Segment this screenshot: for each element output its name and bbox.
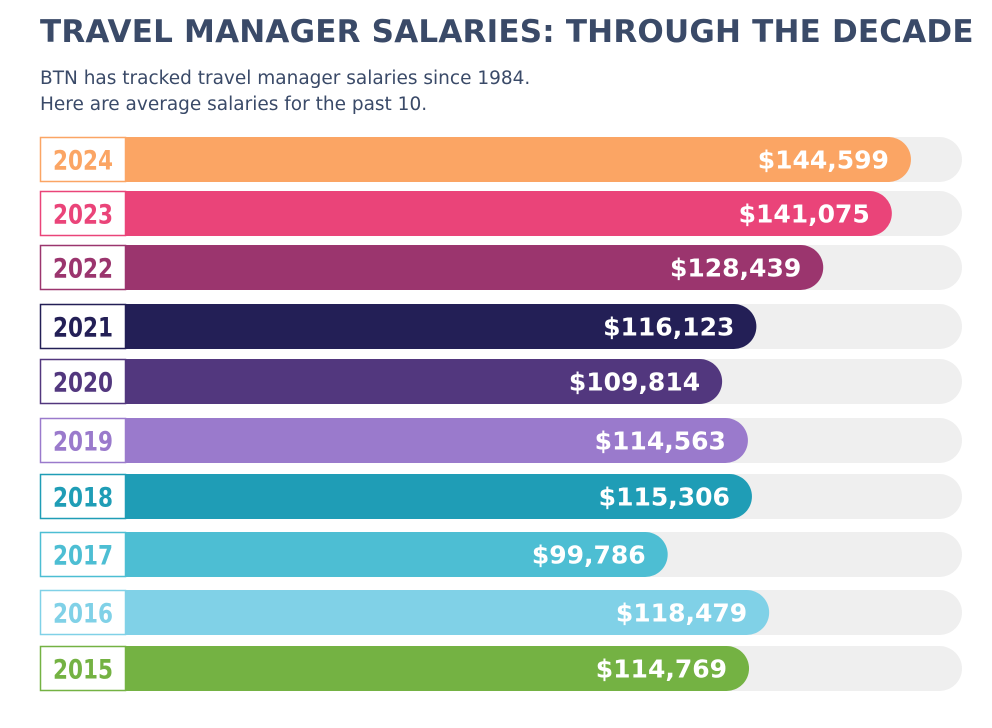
salary-bar bbox=[126, 532, 668, 577]
year-label-box bbox=[39, 244, 127, 291]
value-label: $109,814 bbox=[569, 368, 700, 397]
value-label: $141,075 bbox=[739, 200, 870, 229]
salary-bar bbox=[126, 590, 770, 635]
year-label: 2018 bbox=[53, 483, 113, 514]
value-label: $99,786 bbox=[532, 541, 646, 570]
year-label: 2023 bbox=[53, 200, 113, 231]
salary-bar bbox=[126, 474, 752, 519]
year-label: 2024 bbox=[53, 146, 113, 177]
value-label: $115,306 bbox=[599, 483, 730, 512]
year-label-box bbox=[39, 531, 127, 578]
year-label-box bbox=[39, 473, 127, 520]
salary-bar bbox=[126, 359, 723, 404]
year-label-box bbox=[39, 303, 127, 350]
salary-bar bbox=[126, 245, 824, 290]
value-label: $114,563 bbox=[595, 427, 726, 456]
year-label-box bbox=[39, 589, 127, 636]
value-label: $144,599 bbox=[758, 146, 889, 175]
year-label-box bbox=[39, 417, 127, 464]
year-label: 2017 bbox=[53, 541, 113, 572]
year-label: 2020 bbox=[53, 368, 113, 399]
chart-title: TRAVEL MANAGER SALARIES: THROUGH THE DEC… bbox=[40, 14, 974, 50]
salary-bar bbox=[126, 646, 750, 691]
value-label: $114,769 bbox=[596, 655, 727, 684]
year-label-box bbox=[39, 190, 127, 237]
chart-subtitle: BTN has tracked travel manager salaries … bbox=[40, 66, 530, 118]
value-label: $128,439 bbox=[670, 254, 801, 283]
year-label: 2022 bbox=[53, 254, 113, 285]
value-label: $118,479 bbox=[616, 599, 747, 628]
salary-bar bbox=[126, 191, 892, 236]
year-label-box bbox=[39, 136, 127, 183]
year-label: 2021 bbox=[53, 313, 113, 344]
salary-bar bbox=[126, 137, 911, 182]
subtitle-line-1: BTN has tracked travel manager salaries … bbox=[40, 68, 531, 89]
year-label: 2016 bbox=[53, 599, 113, 630]
value-label: $116,123 bbox=[603, 313, 734, 342]
year-label: 2015 bbox=[53, 655, 113, 686]
subtitle-line-2: Here are average salaries for the past 1… bbox=[40, 94, 428, 115]
salary-bar bbox=[126, 304, 757, 349]
year-label: 2019 bbox=[53, 427, 113, 458]
year-label-box bbox=[39, 358, 127, 405]
year-label-box bbox=[39, 645, 127, 692]
salary-bar bbox=[126, 418, 748, 463]
